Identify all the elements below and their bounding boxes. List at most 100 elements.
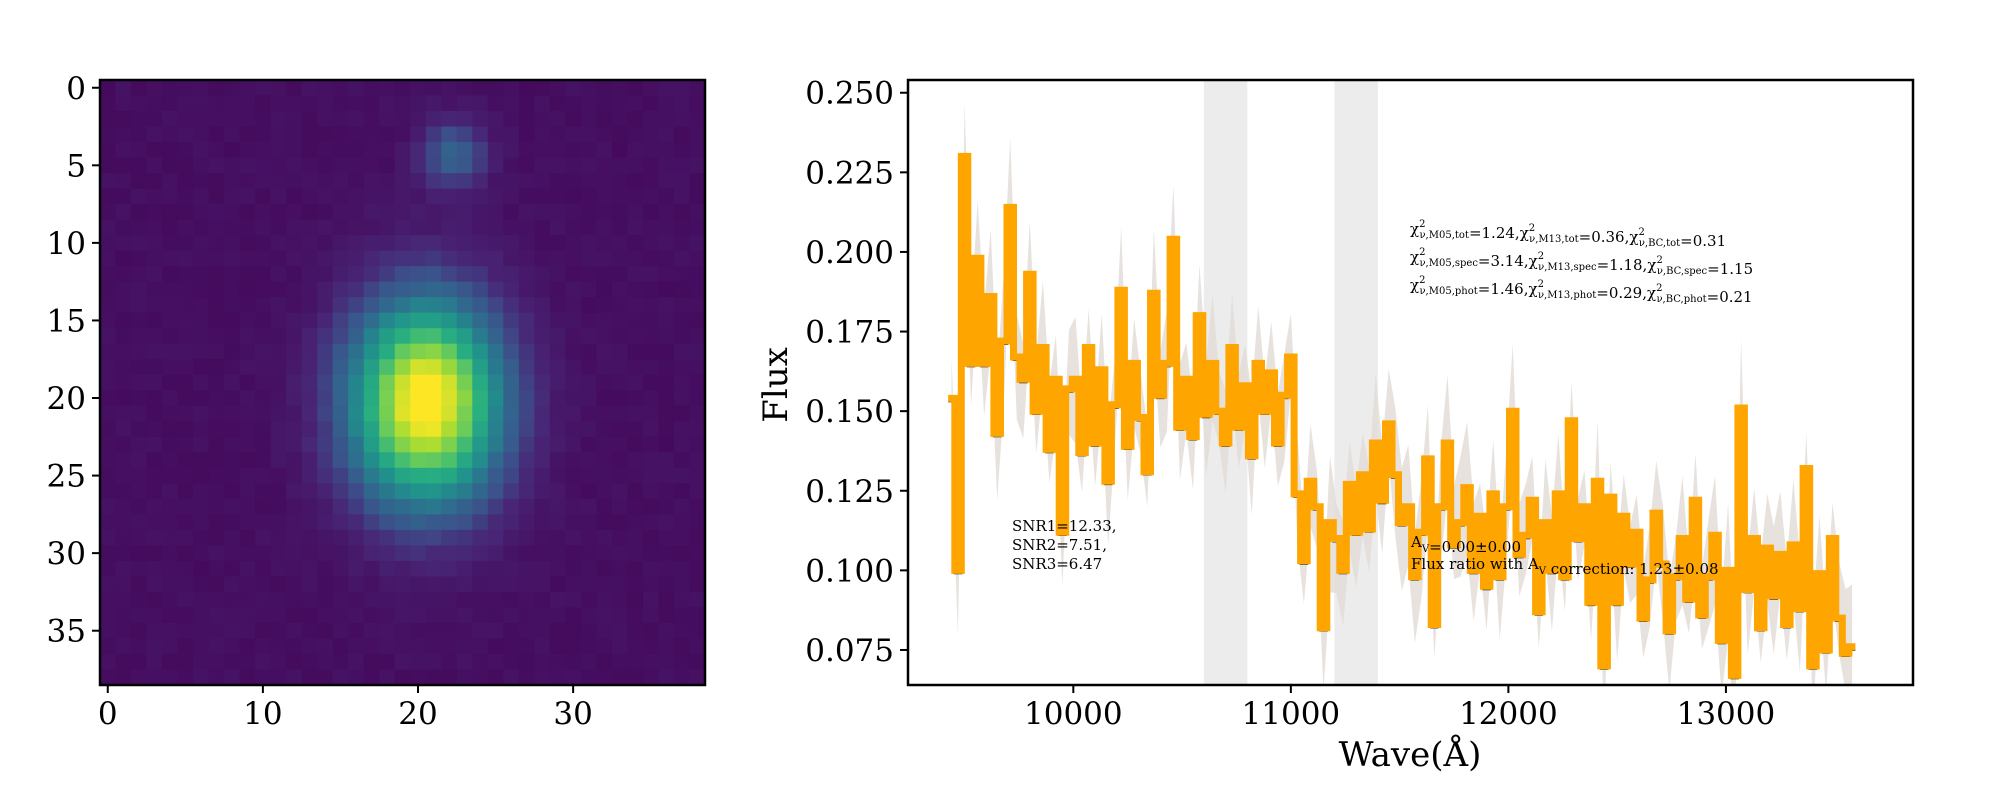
image-pixel (100, 343, 117, 360)
image-pixel (162, 669, 179, 686)
image-pixel (301, 142, 318, 159)
image-pixel (177, 343, 194, 360)
image-pixel (146, 157, 163, 174)
image-pixel (301, 436, 318, 453)
image-pixel (100, 498, 117, 515)
image-pixel (394, 421, 411, 438)
image-pixel (177, 498, 194, 515)
image-pixel (611, 498, 629, 515)
image-pixel (193, 390, 210, 407)
image-pixel (673, 111, 691, 128)
image-pixel (580, 374, 598, 391)
image-pixel (270, 359, 287, 376)
image-pixel (425, 560, 442, 578)
image-pixel (596, 80, 613, 97)
image-pixel (363, 669, 380, 686)
image-pixel (239, 560, 256, 578)
image-pixel (611, 204, 629, 221)
image-pixel (363, 483, 380, 500)
image-pixel (565, 607, 582, 624)
image-pixel (270, 266, 287, 283)
image-pixel (146, 250, 163, 267)
image-pixel (332, 452, 349, 469)
image-pixel (627, 281, 644, 298)
image-pixel (456, 483, 473, 500)
image-pixel (224, 95, 241, 112)
image-pixel (410, 390, 427, 407)
image-pixel (146, 452, 163, 469)
image-pixel (410, 343, 427, 360)
image-pixel (611, 653, 629, 671)
image-pixel (410, 173, 427, 190)
image-pixel (487, 188, 504, 205)
image-pixel (611, 607, 629, 624)
image-pixel (131, 436, 148, 453)
image-pixel (317, 219, 334, 236)
image-pixel (425, 669, 442, 686)
image-pixel (146, 653, 163, 671)
image-pixel (270, 343, 287, 360)
image-pixel (689, 514, 706, 531)
image-pixel (472, 436, 489, 453)
image-pixel (487, 607, 504, 624)
image-pixel (100, 328, 117, 345)
image-pixel (348, 95, 365, 112)
image-pixel (363, 204, 380, 221)
image-pixel (286, 545, 303, 562)
image-pixel (534, 576, 551, 593)
image-pixel (224, 622, 241, 640)
image-pixel (193, 374, 210, 391)
image-pixel (658, 374, 675, 391)
image-pixel (239, 669, 256, 686)
image-pixel (503, 80, 520, 97)
image-pixel (627, 157, 644, 174)
image-pixel (472, 219, 489, 236)
image-pixel (503, 622, 520, 640)
image-pixel (239, 312, 256, 329)
image-pixel (255, 126, 272, 143)
image-pixel (193, 204, 210, 221)
image-pixel (503, 591, 520, 609)
image-pixel (441, 622, 458, 640)
image-x-ticks: 0 10 20 30 (98, 685, 593, 732)
image-pixel (208, 95, 225, 112)
image-pixel (348, 529, 365, 546)
image-pixel (162, 343, 179, 360)
image-pixel (425, 483, 442, 500)
image-pixel (627, 188, 644, 205)
image-pixel (627, 483, 644, 500)
image-pixel (596, 250, 613, 267)
image-pixel (611, 405, 629, 422)
image-pixel (472, 328, 489, 345)
x-tick-label: 12000 (1459, 696, 1558, 732)
image-pixel (673, 312, 691, 329)
y-tick-label: 0.250 (805, 76, 894, 112)
image-pixel (100, 173, 117, 190)
image-pixel (131, 560, 148, 578)
image-pixel (658, 467, 675, 484)
image-pixel (425, 514, 442, 531)
image-pixel (487, 219, 504, 236)
image-pixel (642, 483, 660, 500)
image-pixel (673, 250, 691, 267)
image-pixel (425, 622, 442, 640)
x-tick-label: 10 (243, 696, 282, 732)
image-pixel (177, 452, 194, 469)
image-pixel (146, 607, 163, 624)
image-pixel (580, 591, 598, 609)
image-pixel (301, 374, 318, 391)
image-pixel (642, 281, 660, 298)
image-pixel (658, 607, 675, 624)
image-pixel (518, 576, 535, 593)
image-pixel (193, 483, 210, 500)
image-pixel (580, 297, 598, 314)
image-pixel (162, 281, 179, 298)
image-pixel (100, 359, 117, 376)
image-pixel (487, 622, 504, 640)
image-pixel (286, 421, 303, 438)
image-pixel (193, 421, 210, 438)
image-pixel (224, 560, 241, 578)
image-pixel (131, 173, 148, 190)
image-pixel (487, 359, 504, 376)
image-pixel (518, 142, 535, 159)
